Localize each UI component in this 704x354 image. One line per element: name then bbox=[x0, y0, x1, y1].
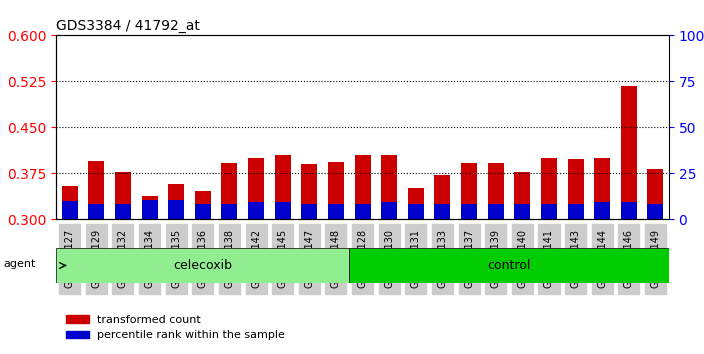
Bar bbox=[408, 188, 424, 219]
Bar bbox=[461, 163, 477, 219]
Bar bbox=[461, 204, 477, 219]
Bar bbox=[328, 162, 344, 219]
Bar bbox=[115, 172, 131, 219]
Bar bbox=[408, 204, 424, 219]
Text: agent: agent bbox=[4, 259, 36, 269]
Bar bbox=[301, 204, 318, 219]
Bar bbox=[275, 202, 291, 219]
Text: control: control bbox=[487, 259, 531, 272]
Bar bbox=[541, 158, 557, 219]
Bar bbox=[567, 159, 584, 219]
Bar bbox=[515, 172, 530, 219]
Bar bbox=[434, 204, 451, 219]
FancyBboxPatch shape bbox=[349, 248, 669, 283]
Bar bbox=[594, 158, 610, 219]
Bar bbox=[248, 158, 264, 219]
Bar bbox=[62, 201, 77, 219]
Bar bbox=[621, 86, 637, 219]
Bar bbox=[195, 204, 210, 219]
Bar bbox=[88, 204, 104, 219]
Bar bbox=[222, 204, 237, 219]
Bar bbox=[355, 155, 370, 219]
Bar bbox=[275, 155, 291, 219]
Bar bbox=[248, 202, 264, 219]
FancyBboxPatch shape bbox=[56, 248, 349, 283]
Text: GDS3384 / 41792_at: GDS3384 / 41792_at bbox=[56, 19, 200, 33]
Bar bbox=[142, 196, 158, 219]
Bar bbox=[567, 204, 584, 219]
Text: celecoxib: celecoxib bbox=[173, 259, 232, 272]
Bar bbox=[381, 202, 397, 219]
Bar bbox=[648, 204, 663, 219]
Bar bbox=[62, 186, 77, 219]
Bar bbox=[195, 191, 210, 219]
Bar bbox=[222, 163, 237, 219]
Bar bbox=[168, 200, 184, 219]
Bar bbox=[142, 200, 158, 219]
Bar bbox=[488, 204, 503, 219]
Bar bbox=[434, 175, 451, 219]
Bar bbox=[88, 161, 104, 219]
Bar bbox=[515, 204, 530, 219]
Bar bbox=[594, 202, 610, 219]
Bar bbox=[355, 204, 370, 219]
Bar bbox=[488, 163, 503, 219]
Bar bbox=[301, 164, 318, 219]
Bar bbox=[381, 155, 397, 219]
Bar bbox=[115, 204, 131, 219]
Bar bbox=[541, 204, 557, 219]
Legend: transformed count, percentile rank within the sample: transformed count, percentile rank withi… bbox=[62, 310, 290, 345]
Bar bbox=[328, 204, 344, 219]
Bar bbox=[621, 202, 637, 219]
Bar bbox=[648, 169, 663, 219]
Bar bbox=[168, 184, 184, 219]
